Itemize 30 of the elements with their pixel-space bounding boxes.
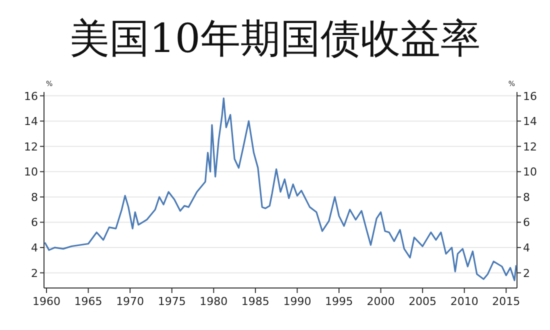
y-tick-label: 10 bbox=[24, 166, 38, 179]
x-tick-label: 2005 bbox=[408, 295, 437, 308]
y-tick-label: 4 bbox=[31, 242, 38, 255]
x-tick-label: 2000 bbox=[366, 295, 395, 308]
y-tick-label: 2 bbox=[31, 266, 38, 280]
x-tick-label: 1995 bbox=[325, 295, 353, 308]
y2-tick-label: 10 bbox=[523, 166, 537, 179]
y2-tick-label: 6 bbox=[523, 216, 530, 230]
x-tick-label: 1970 bbox=[116, 295, 144, 308]
y2-tick-label: 14 bbox=[523, 115, 537, 128]
x-tick-label: 1965 bbox=[74, 295, 102, 308]
x-tick-label: 2010 bbox=[450, 295, 478, 308]
y2-tick-label: 8 bbox=[523, 190, 530, 204]
line-series bbox=[44, 98, 517, 282]
x-tick-label: 1975 bbox=[158, 295, 186, 308]
y-tick-label: 12 bbox=[24, 140, 38, 154]
x-tick-label: 2015 bbox=[492, 295, 520, 308]
x-tick-label: 1980 bbox=[200, 295, 228, 308]
y2-tick-label: 16 bbox=[523, 90, 537, 103]
y2-tick-label: 4 bbox=[523, 242, 530, 255]
y-tick-label: 6 bbox=[31, 216, 38, 230]
y-tick-label: 16 bbox=[24, 90, 38, 103]
chart-title: 美国10年期国债收益率 bbox=[70, 16, 480, 62]
x-tick-label: 1960 bbox=[32, 295, 61, 308]
y-tick-label: 8 bbox=[31, 190, 38, 204]
y-tick-label: 14 bbox=[24, 115, 38, 128]
x-tick-label: 1990 bbox=[283, 295, 312, 308]
x-tick-label: 1985 bbox=[241, 295, 270, 308]
y2-tick-label: 2 bbox=[523, 266, 530, 280]
y2-tick-label: 12 bbox=[523, 140, 537, 154]
